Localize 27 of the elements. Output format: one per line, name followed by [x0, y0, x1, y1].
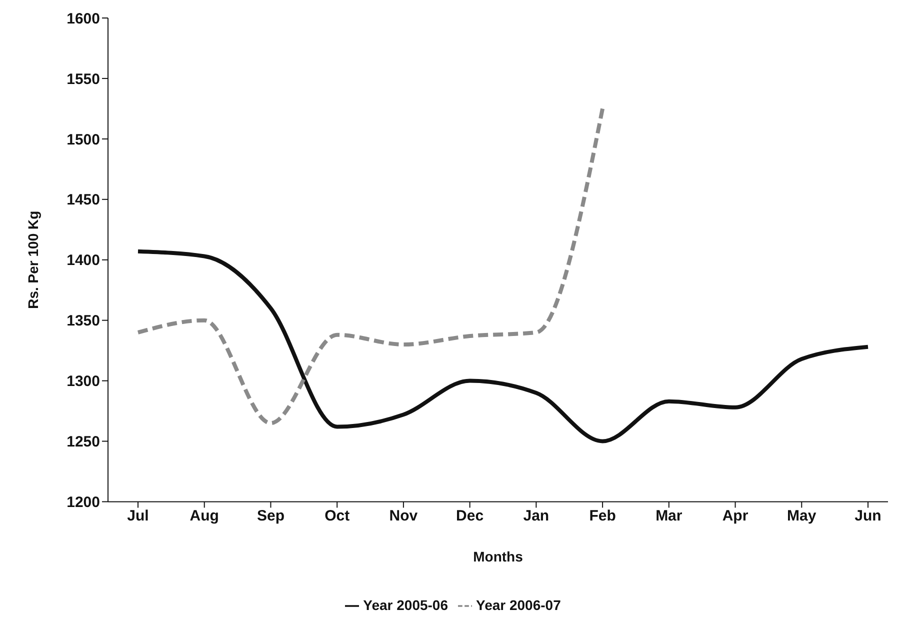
y-tick-label: 1300: [66, 373, 100, 390]
x-tick-label: Jul: [127, 507, 149, 524]
x-tick-label: Sep: [256, 507, 284, 524]
x-tick-label: Oct: [324, 507, 350, 524]
x-tick-label: Jan: [523, 507, 550, 524]
y-tick-label: 1500: [66, 131, 100, 148]
y-tick-label: 1600: [66, 10, 100, 28]
legend-label: Year 2006-07: [476, 596, 561, 613]
y-axis-title: Rs. Per 100 Kg: [24, 210, 41, 309]
x-tick-label: Nov: [389, 507, 418, 524]
x-tick-label: Feb: [589, 507, 616, 524]
x-tick-label: Apr: [722, 507, 748, 524]
y-tick-label: 1550: [66, 70, 100, 88]
x-axis-title: Months: [473, 548, 524, 565]
line-series: [136, 106, 605, 426]
x-tick-label: Dec: [456, 507, 484, 524]
y-tick-label: 1200: [66, 494, 100, 512]
line-series: [136, 249, 870, 444]
x-tick-label: Mar: [656, 507, 682, 524]
legend-label: Year 2005-06: [363, 596, 448, 613]
y-tick-label: 1250: [66, 434, 100, 451]
y-tick-label: 1400: [66, 252, 100, 270]
y-tick-label: 1350: [66, 312, 100, 330]
x-tick-label: Jun: [854, 507, 882, 524]
y-tick-label: 1450: [66, 192, 100, 209]
x-tick-label: Aug: [190, 507, 219, 524]
x-tick-label: May: [787, 507, 817, 524]
